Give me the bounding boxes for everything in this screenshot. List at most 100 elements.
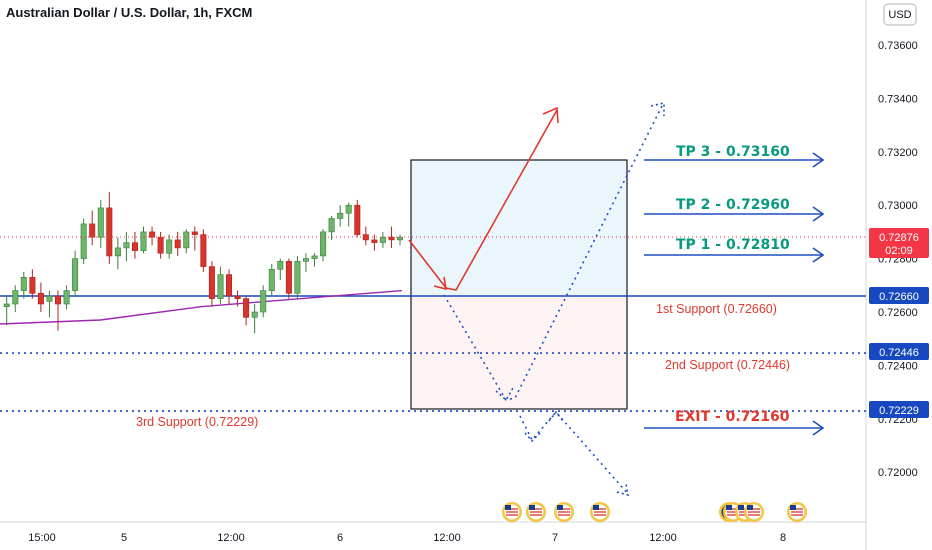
- candle: [311, 253, 318, 267]
- time-tick-label: 15:00: [28, 532, 56, 544]
- candle-body: [54, 295, 61, 305]
- candle-body: [371, 239, 378, 243]
- candle-body: [106, 207, 113, 257]
- position-box-frame: [410, 159, 628, 410]
- candle-body: [311, 255, 318, 259]
- candle: [208, 261, 215, 307]
- candle-body: [337, 212, 344, 219]
- currency-button-label: USD: [888, 9, 911, 21]
- price-tick-label: 0.72400: [878, 360, 918, 372]
- price-tick-label: 0.73200: [878, 147, 918, 159]
- us-flag-icon[interactable]: [744, 502, 764, 522]
- candle-body: [243, 298, 250, 318]
- current-price-badge: [869, 228, 929, 258]
- time-tick-label: 6: [337, 532, 343, 544]
- candle-body: [174, 239, 181, 249]
- candle: [183, 229, 190, 254]
- us-flag-icon[interactable]: [554, 502, 574, 522]
- candle: [226, 269, 233, 304]
- target-zone[interactable]: [411, 160, 627, 295]
- candle: [123, 231, 130, 262]
- candle-body: [132, 242, 139, 251]
- candle-countdown: 02:09: [885, 245, 913, 257]
- support-1-label: 1st Support (0.72660): [656, 302, 777, 316]
- candle-body: [208, 266, 215, 299]
- flag-canton: [738, 505, 744, 510]
- support-1-badge: [869, 287, 929, 304]
- price-tick-label: 0.73400: [878, 93, 918, 105]
- candle: [243, 295, 250, 326]
- candle: [191, 226, 198, 251]
- candle-body: [183, 231, 190, 249]
- red-projection-arrow: [408, 109, 558, 291]
- candle-body: [200, 234, 207, 267]
- candle-body: [234, 295, 241, 300]
- candle-body: [114, 247, 121, 257]
- candle-body: [97, 207, 104, 238]
- us-flag-icon[interactable]: [526, 502, 546, 522]
- candle-body: [80, 223, 87, 259]
- time-axis-ticks: 15:00 5 12:00 6 12:00 7 12:00 8: [28, 532, 786, 544]
- candle: [217, 266, 224, 304]
- dotted-arrowhead-exit-c: [616, 483, 630, 497]
- support-3-badge-text: 0.72229: [879, 405, 919, 417]
- time-tick-label: 12:00: [217, 532, 245, 544]
- candle: [268, 263, 275, 296]
- current-price-value: 0.72876: [879, 232, 919, 244]
- time-tick-label: 7: [552, 532, 558, 544]
- us-flag-icon[interactable]: [787, 502, 807, 522]
- time-tick-label: 12:00: [433, 532, 461, 544]
- candle-body: [149, 231, 156, 238]
- candle-body: [345, 204, 352, 214]
- candle: [388, 226, 395, 248]
- support-2-badge-text: 0.72446: [879, 347, 919, 359]
- moving-average-line: [0, 289, 403, 325]
- candle-body: [251, 311, 258, 318]
- dotted-arrowhead-exit-b: [548, 410, 564, 422]
- candle-body: [72, 258, 79, 291]
- candle: [174, 231, 181, 256]
- support-1-badge-text: 0.72660: [879, 291, 919, 303]
- candle: [379, 231, 386, 248]
- candle: [260, 285, 267, 318]
- candle: [328, 215, 335, 240]
- candle: [354, 199, 361, 238]
- dotted-projection-path: [443, 103, 664, 401]
- tp1-label: TP 1 - 0.72810: [676, 237, 790, 253]
- candle-body: [260, 290, 267, 313]
- us-flag-icon[interactable]: [590, 502, 610, 522]
- candle: [114, 237, 121, 270]
- candle: [63, 285, 70, 310]
- candle: [12, 285, 19, 312]
- currency-button[interactable]: [883, 3, 917, 26]
- price-tick-label: 0.73000: [878, 200, 918, 212]
- risk-zone[interactable]: [411, 295, 627, 409]
- candle-body: [12, 290, 19, 305]
- moving-average: [0, 289, 403, 325]
- candle: [345, 202, 352, 227]
- time-tick-label: 12:00: [649, 532, 677, 544]
- candle-body: [294, 260, 301, 294]
- price-tick-label: 0.72600: [878, 307, 918, 319]
- candle: [320, 229, 327, 262]
- red-arrowhead-up: [542, 106, 559, 124]
- candlestick-series: [3, 191, 403, 334]
- candle: [72, 250, 79, 296]
- candle: [80, 218, 87, 264]
- time-tick-label: 8: [780, 532, 786, 544]
- candle: [277, 258, 284, 280]
- candle: [166, 234, 173, 259]
- us-flag-icon[interactable]: [502, 502, 522, 522]
- candle-body: [388, 236, 395, 241]
- support-2-label: 2nd Support (0.72446): [665, 358, 790, 372]
- price-axis-panel[interactable]: [866, 0, 932, 522]
- candle: [132, 231, 139, 259]
- flag-canton: [557, 505, 563, 510]
- dotted-arrowhead-exit-a: [524, 432, 541, 443]
- price-tick-label: 0.73600: [878, 40, 918, 52]
- economic-event-flags: [502, 502, 807, 522]
- flag-canton: [505, 505, 511, 510]
- candle: [371, 234, 378, 251]
- flag-canton: [593, 505, 599, 510]
